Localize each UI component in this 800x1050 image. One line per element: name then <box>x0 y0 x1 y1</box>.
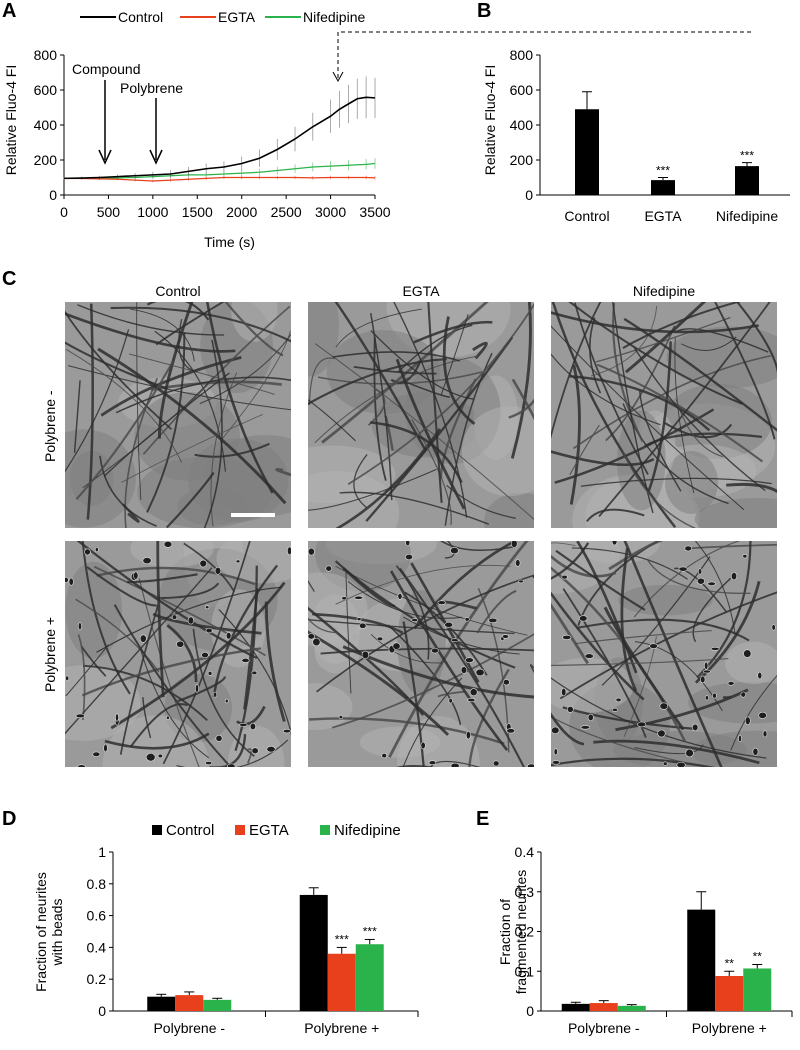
y-axis-label-a: Relative Fluo-4 FI <box>3 65 19 175</box>
x-axis-label-a: Time (s) <box>204 234 255 250</box>
arrow-polybrene-head <box>149 149 163 165</box>
x-tick-label-a: 1000 <box>137 204 168 220</box>
micrograph-nifedipine-polybrene-plus <box>551 541 777 767</box>
panel-letter-e: E <box>476 808 490 830</box>
y-tick-label-a: 400 <box>34 117 58 133</box>
series-line-a-control <box>63 96 376 180</box>
legend-label-a-nifedipine: Nifedipine <box>303 9 365 25</box>
micrograph-control-polybrene-plus <box>65 541 291 767</box>
x-tick-label-a: 3000 <box>315 204 346 220</box>
y-tick-label-a: 0 <box>49 187 57 203</box>
dashed-connector-arrow <box>332 71 344 83</box>
panel-letter-b: B <box>477 0 492 22</box>
micrograph-column-title-control: Control <box>155 283 201 299</box>
y-tick-label-a: 200 <box>34 152 58 168</box>
y-tick-label-a: 800 <box>34 47 58 63</box>
annotation-polybrene: Polybrene <box>120 80 183 96</box>
legend-label-a-egta: EGTA <box>218 9 256 25</box>
panel-letter-d: D <box>2 808 17 830</box>
series-line-a-nifedipine <box>63 162 376 179</box>
micrograph-nifedipine-polybrene-minus <box>551 302 777 528</box>
panel-letter-a: A <box>2 0 17 22</box>
y-tick-label-a: 600 <box>34 82 58 98</box>
x-tick-label-a: 3500 <box>359 204 390 220</box>
x-tick-label-a: 2500 <box>271 204 302 220</box>
x-tick-label-a: 2000 <box>226 204 257 220</box>
scale-bar <box>231 513 275 517</box>
micrograph-column-title-egta: EGTA <box>402 283 440 299</box>
panel-letter-c: C <box>2 268 17 290</box>
dashed-connector <box>337 31 752 78</box>
x-tick-label-a: 500 <box>97 204 121 220</box>
x-tick-label-a: 1500 <box>182 204 213 220</box>
x-tick-label-a: 0 <box>60 204 68 220</box>
micrograph-egta-polybrene-plus <box>308 541 534 767</box>
legend-label-a-control: Control <box>118 9 163 25</box>
micrograph-egta-polybrene-minus <box>308 302 534 528</box>
annotation-compound: Compound <box>72 61 141 77</box>
series-line-a-egta <box>63 176 376 182</box>
micrograph-column-title-nifedipine: Nifedipine <box>632 283 696 299</box>
arrow-compound-head <box>98 149 112 165</box>
micrograph-control-polybrene-minus <box>65 302 291 528</box>
